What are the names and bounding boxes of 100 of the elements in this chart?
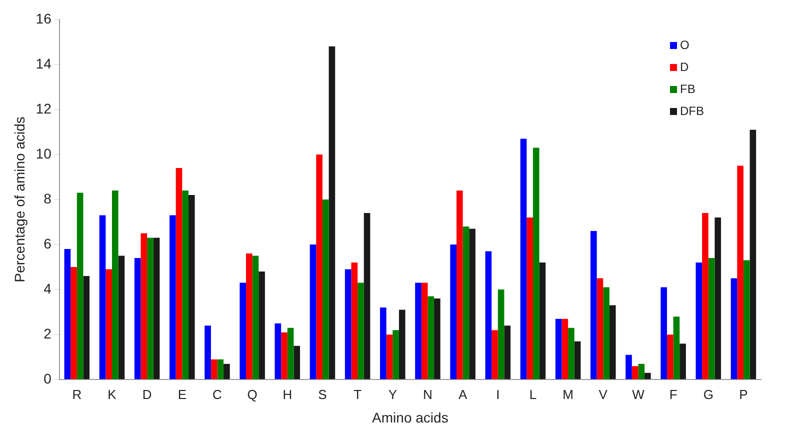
bar bbox=[64, 249, 71, 380]
x-tick-label: K bbox=[108, 386, 117, 402]
bar bbox=[351, 262, 358, 380]
bar bbox=[83, 276, 90, 380]
x-tick-label: D bbox=[142, 386, 152, 402]
y-tick-label: 12 bbox=[36, 100, 52, 116]
bar bbox=[118, 256, 125, 380]
bar bbox=[310, 244, 316, 380]
bar bbox=[274, 323, 282, 380]
bar bbox=[358, 282, 364, 380]
bar bbox=[70, 267, 77, 380]
bar bbox=[147, 238, 154, 380]
bar bbox=[555, 318, 562, 380]
bar bbox=[456, 190, 463, 380]
bar bbox=[252, 256, 259, 380]
bar bbox=[99, 215, 106, 380]
bar bbox=[469, 228, 476, 380]
legend-label: O bbox=[680, 38, 690, 52]
x-tick-label: I bbox=[496, 386, 500, 402]
y-tick-label: 8 bbox=[44, 190, 52, 206]
x-tick-label: N bbox=[423, 386, 432, 402]
bar bbox=[626, 354, 632, 380]
legend-label: FB bbox=[680, 82, 696, 96]
bar bbox=[708, 258, 715, 380]
bar bbox=[644, 372, 651, 380]
bar bbox=[224, 364, 230, 380]
bar bbox=[210, 359, 218, 380]
bar bbox=[596, 278, 604, 380]
y-tick-label: 10 bbox=[36, 145, 52, 162]
bar bbox=[392, 330, 399, 380]
bar bbox=[188, 195, 195, 380]
y-tick-label: 16 bbox=[36, 10, 52, 26]
bar bbox=[386, 334, 393, 380]
bar bbox=[498, 290, 504, 380]
bar bbox=[415, 282, 422, 380]
legend-label: DFB bbox=[680, 104, 704, 118]
bar bbox=[140, 233, 148, 380]
x-tick-label: S bbox=[318, 386, 328, 402]
bar bbox=[666, 334, 674, 380]
bar bbox=[638, 364, 645, 380]
y-axis-title: Percentage of amino acids bbox=[11, 116, 28, 282]
bar bbox=[680, 344, 686, 380]
bar bbox=[574, 341, 581, 380]
bar bbox=[730, 278, 738, 380]
bar bbox=[246, 254, 252, 380]
bar bbox=[520, 138, 527, 380]
bar bbox=[462, 226, 470, 380]
bar bbox=[182, 190, 188, 380]
y-tick-label: 4 bbox=[44, 280, 52, 296]
x-tick-label: W bbox=[632, 386, 646, 402]
bar bbox=[492, 330, 498, 380]
bar bbox=[632, 366, 638, 380]
x-tick-label: G bbox=[703, 386, 714, 402]
bar bbox=[217, 359, 224, 380]
bar bbox=[696, 262, 702, 380]
bar bbox=[428, 296, 434, 380]
bar bbox=[562, 318, 568, 380]
x-tick-label: H bbox=[282, 386, 292, 402]
bar bbox=[526, 218, 533, 380]
bar bbox=[398, 310, 406, 380]
x-tick-label: Q bbox=[247, 386, 258, 402]
bar bbox=[76, 192, 84, 380]
bar bbox=[702, 213, 708, 380]
bar bbox=[240, 282, 246, 380]
y-tick-label: 2 bbox=[44, 325, 52, 342]
x-tick-label: A bbox=[458, 386, 468, 402]
x-tick-label: F bbox=[669, 386, 678, 402]
bar bbox=[364, 213, 370, 380]
bar bbox=[532, 148, 540, 380]
bar bbox=[204, 326, 211, 380]
bar bbox=[112, 190, 118, 380]
x-tick-label: P bbox=[739, 386, 748, 402]
bar bbox=[294, 346, 300, 380]
x-tick-label: V bbox=[598, 386, 608, 402]
x-tick-label: T bbox=[354, 386, 362, 402]
bar bbox=[281, 332, 288, 380]
bar bbox=[737, 166, 744, 380]
x-tick-label: E bbox=[178, 386, 187, 402]
bar bbox=[176, 168, 182, 380]
bar bbox=[603, 287, 610, 380]
bar bbox=[743, 260, 750, 380]
x-tick-label: C bbox=[212, 386, 222, 402]
bar bbox=[450, 244, 456, 380]
x-tick-label: L bbox=[529, 386, 537, 402]
bar bbox=[714, 218, 722, 380]
bar bbox=[344, 269, 352, 380]
bar bbox=[485, 251, 492, 380]
bar bbox=[322, 200, 329, 380]
x-tick-label: R bbox=[72, 386, 82, 402]
bar bbox=[328, 46, 336, 380]
bar bbox=[673, 316, 680, 380]
x-tick-label: Y bbox=[388, 386, 398, 402]
bar bbox=[421, 282, 428, 380]
bar bbox=[609, 305, 616, 380]
bar bbox=[258, 272, 265, 380]
bar bbox=[170, 215, 176, 380]
bar bbox=[539, 262, 546, 380]
x-tick-label: M bbox=[562, 386, 574, 402]
y-tick-label: 14 bbox=[36, 55, 52, 72]
bar bbox=[434, 298, 440, 380]
